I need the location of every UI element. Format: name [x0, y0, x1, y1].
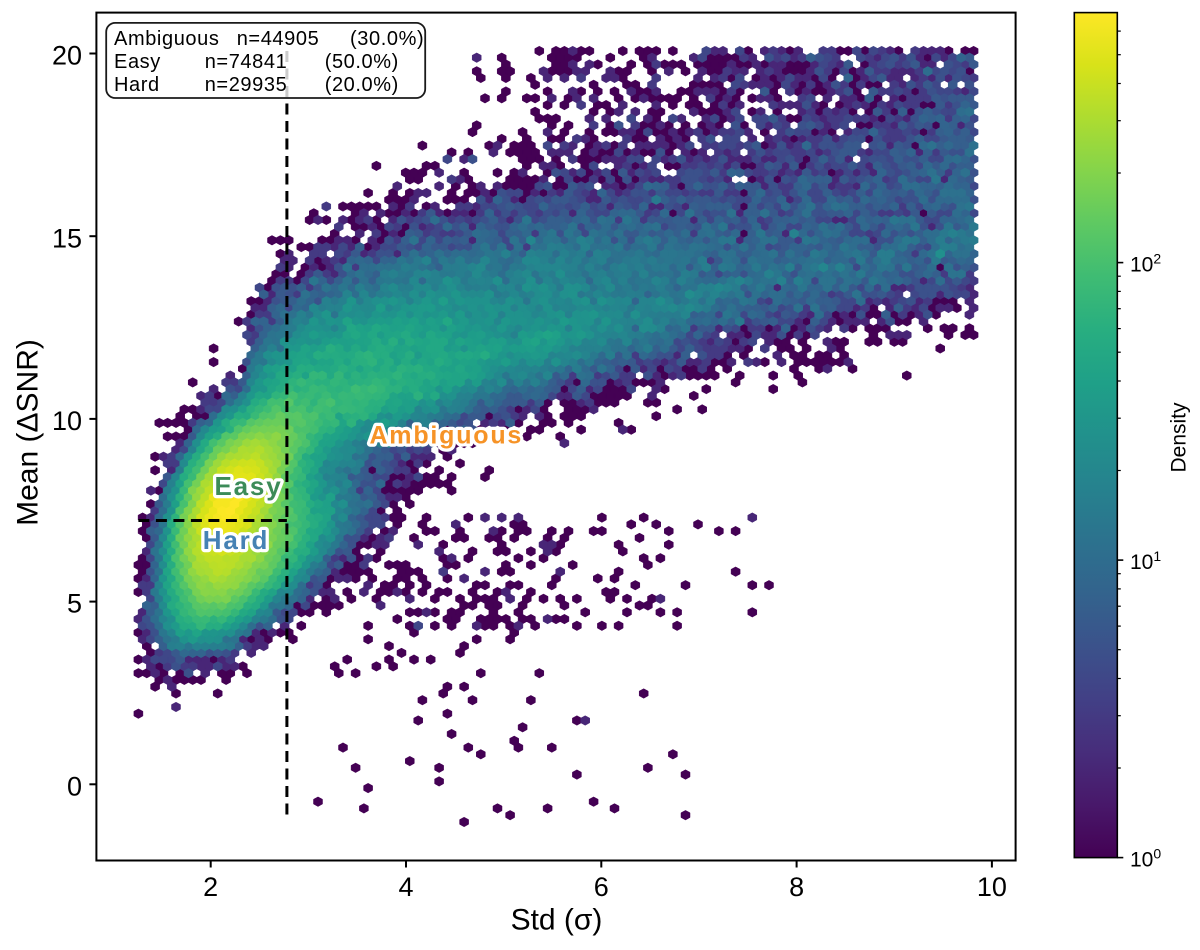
svg-text:(50.0%): (50.0%) [325, 51, 399, 73]
svg-text:Density: Density [1168, 402, 1191, 473]
svg-text:15: 15 [52, 223, 82, 253]
svg-text:Ambiguous: Ambiguous [114, 28, 219, 50]
svg-text:101: 101 [1130, 548, 1161, 574]
svg-text:Std (σ): Std (σ) [511, 904, 603, 937]
svg-text:Hard: Hard [114, 74, 160, 96]
svg-text:(30.0%): (30.0%) [350, 28, 424, 50]
svg-text:6: 6 [594, 872, 609, 902]
svg-text:8: 8 [789, 872, 804, 902]
svg-text:Hard: Hard [203, 525, 269, 555]
svg-text:0: 0 [67, 771, 82, 801]
svg-text:2: 2 [203, 872, 218, 902]
svg-text:10: 10 [977, 872, 1007, 902]
svg-text:Ambiguous: Ambiguous [369, 422, 523, 450]
svg-text:n=74841: n=74841 [205, 51, 288, 73]
svg-text:10: 10 [52, 406, 82, 436]
svg-text:4: 4 [398, 872, 413, 902]
svg-text:5: 5 [67, 589, 82, 619]
svg-text:n=44905: n=44905 [237, 28, 320, 50]
svg-text:n=29935: n=29935 [205, 74, 288, 96]
svg-text:Mean (ΔSNR): Mean (ΔSNR) [12, 339, 45, 526]
svg-text:20: 20 [52, 41, 82, 71]
svg-text:Easy: Easy [114, 51, 161, 73]
svg-text:Easy: Easy [215, 471, 283, 501]
svg-text:(20.0%): (20.0%) [325, 74, 399, 96]
